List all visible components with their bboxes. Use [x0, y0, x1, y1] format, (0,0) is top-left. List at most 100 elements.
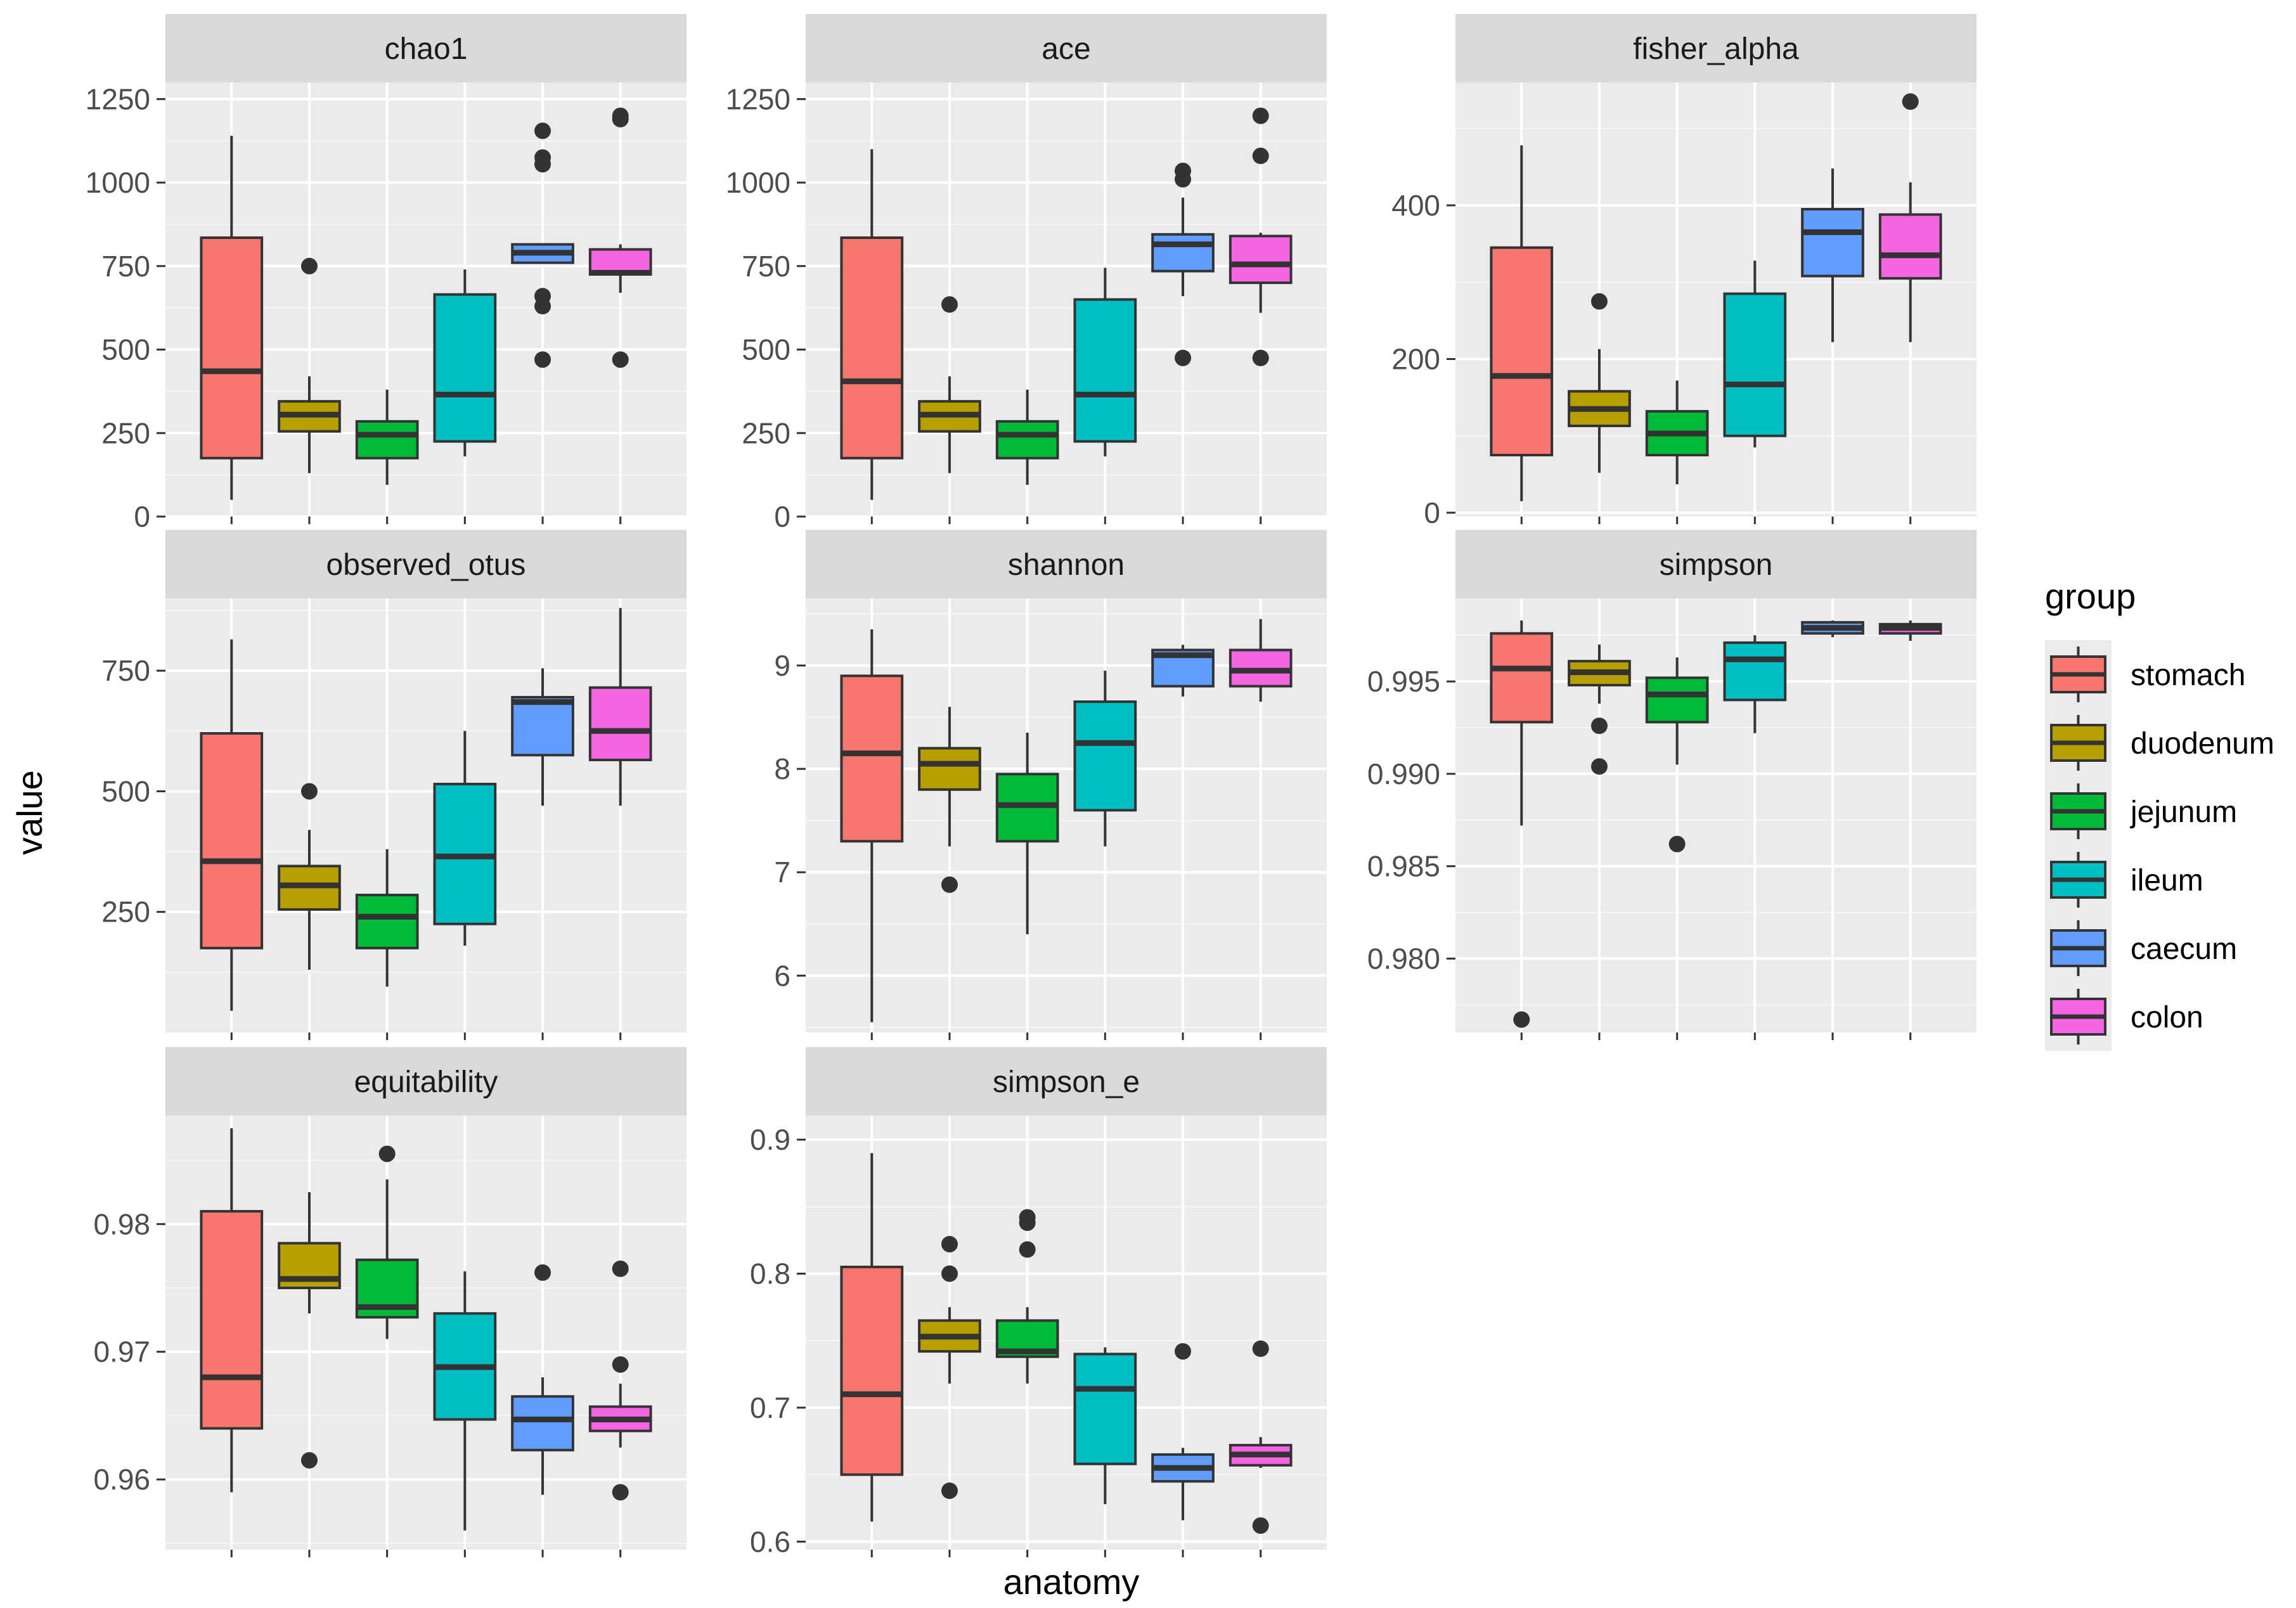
box-ileum — [1073, 1347, 1137, 1505]
box-body — [1645, 676, 1709, 724]
outlier-point — [300, 1451, 318, 1469]
box-body — [995, 420, 1059, 460]
facet-panel-chao1: chao1 0 250 500 750 1000 1250 — [86, 14, 687, 533]
box-duodenum — [918, 296, 981, 473]
y-tick-label: 0 — [1424, 496, 1440, 529]
box-body — [1490, 246, 1554, 457]
outlier-point — [1252, 107, 1269, 124]
box-colon — [1229, 1340, 1293, 1534]
y-tick-label: 0.96 — [93, 1463, 150, 1496]
box-ileum — [433, 1271, 497, 1531]
facet-strip — [806, 530, 1327, 598]
y-tick-label: 0.980 — [1367, 942, 1440, 975]
y-tick-label: 500 — [101, 775, 150, 807]
outlier-point — [1252, 1340, 1269, 1357]
box-stomach — [1490, 620, 1554, 1028]
outlier-point — [534, 149, 551, 166]
y-tick-label: 7 — [774, 856, 790, 889]
box-caecum — [1151, 645, 1215, 697]
box-ileum — [1073, 267, 1137, 457]
outlier-point — [1175, 162, 1192, 179]
facet-title: shannon — [1008, 548, 1125, 582]
box-body — [433, 293, 497, 443]
facet-strip — [806, 14, 1327, 82]
box-ileum — [433, 269, 497, 457]
box-caecum — [511, 1264, 574, 1495]
box-stomach — [200, 639, 264, 1011]
facet-title: simpson — [1660, 548, 1773, 582]
facet-strip — [165, 1047, 687, 1116]
outlier-point — [1019, 1241, 1036, 1258]
box-stomach — [840, 149, 904, 500]
box-ileum — [433, 731, 497, 946]
box-colon — [588, 1260, 652, 1501]
box-colon — [588, 107, 652, 368]
y-tick-label: 200 — [1391, 342, 1440, 375]
outlier-point — [1590, 758, 1608, 775]
outlier-point — [612, 1260, 629, 1277]
y-tick-label: 1000 — [86, 166, 150, 199]
y-tick-label: 0.8 — [750, 1257, 790, 1290]
outlier-point — [1668, 835, 1686, 852]
box-jejunum — [1645, 657, 1709, 852]
outlier-point — [378, 1145, 396, 1162]
box-body — [840, 674, 904, 843]
outlier-point — [941, 1265, 958, 1282]
outlier-point — [1590, 717, 1608, 735]
legend-label: caecum — [2131, 932, 2237, 966]
legend: group stomach duodenum jejunum ileum caecum c… — [2045, 576, 2274, 1051]
box-jejunum — [355, 1145, 419, 1339]
box-body — [200, 236, 264, 460]
facet-panel-fisher-alpha: fisher_alpha 0 200 400 — [1391, 14, 1977, 529]
y-tick-label: 9 — [774, 649, 790, 682]
box-duodenum — [1568, 293, 1631, 473]
y-tick-label: 0 — [134, 500, 150, 533]
outlier-point — [941, 1235, 958, 1252]
box-body — [200, 732, 264, 949]
outlier-point — [534, 351, 551, 368]
y-tick-label: 0.7 — [750, 1391, 790, 1424]
box-body — [1229, 235, 1293, 285]
y-tick-label: 0.985 — [1367, 850, 1440, 883]
outlier-point — [1513, 1011, 1530, 1028]
y-tick-label: 0.6 — [750, 1525, 790, 1558]
outlier-point — [1252, 1517, 1269, 1534]
outlier-point — [1175, 1343, 1192, 1360]
box-body — [1073, 1353, 1137, 1465]
outlier-point — [612, 351, 629, 368]
y-tick-label: 750 — [101, 250, 150, 283]
y-tick-label: 0 — [774, 500, 790, 533]
legend-label: ileum — [2131, 864, 2203, 897]
box-duodenum — [278, 1192, 341, 1469]
box-stomach — [200, 1128, 264, 1493]
facet-panel-simpson-e: simpson_e 0.6 0.7 0.8 0.9 — [750, 1047, 1327, 1558]
box-caecum — [511, 122, 574, 368]
box-colon — [1878, 620, 1942, 641]
box-body — [1723, 292, 1787, 437]
outlier-point — [941, 296, 958, 313]
box-body — [511, 1395, 574, 1451]
box-jejunum — [355, 849, 419, 987]
box-body — [840, 236, 904, 460]
box-body — [355, 894, 419, 949]
legend-item-duodenum: duodenum — [2045, 709, 2274, 777]
box-body — [355, 420, 419, 460]
box-stomach — [1490, 145, 1554, 501]
y-tick-label: 250 — [101, 896, 150, 929]
facet-panel-shannon: shannon 6 7 8 9 — [774, 530, 1327, 1040]
facet-panels: chao1 0 250 500 750 1000 1250 ace 0 250 500 750 1000… — [86, 14, 1977, 1558]
box-body — [1490, 632, 1554, 724]
y-tick-label: 0.990 — [1367, 757, 1440, 790]
outlier-point — [612, 1484, 629, 1501]
box-body — [588, 686, 652, 761]
legend-item-jejunum: jejunum — [2045, 777, 2237, 846]
box-colon — [1878, 93, 1942, 342]
facet-panel-ace: ace 0 250 500 750 1000 1250 — [726, 14, 1327, 533]
box-jejunum — [995, 1209, 1059, 1384]
y-tick-label: 500 — [742, 333, 790, 366]
legend-item-stomach: stomach — [2045, 640, 2245, 709]
y-tick-label: 250 — [101, 416, 150, 449]
y-tick-label: 8 — [774, 752, 790, 785]
box-body — [1073, 700, 1137, 812]
